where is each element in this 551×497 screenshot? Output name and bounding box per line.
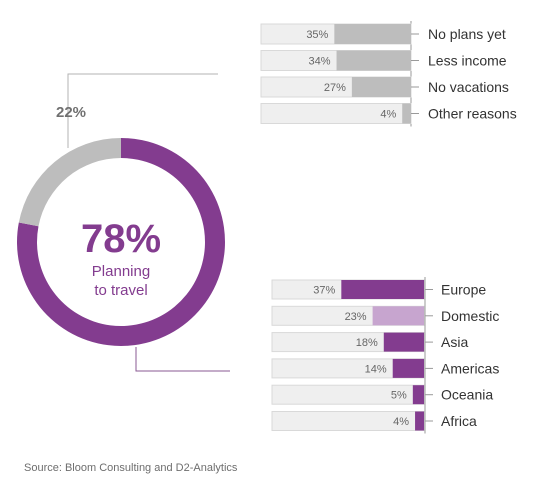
bar <box>412 385 424 405</box>
donut-outside-label: 22% <box>56 104 86 121</box>
bar-value-label: 4% <box>380 109 396 121</box>
bar-category-label: Americas <box>441 360 499 376</box>
destinations-bar-chart: 37% Europe 23% Domestic 18% Asia 14% Americas 5%… <box>271 277 499 434</box>
donut-slice-1 <box>18 138 122 227</box>
bar-category-label: No vacations <box>428 79 509 95</box>
bar-category-label: Africa <box>441 413 477 429</box>
donut-center-value: 78% <box>81 217 161 261</box>
bar-value-label: 35% <box>306 29 328 41</box>
bar <box>341 280 424 299</box>
bar-category-label: No plans yet <box>428 26 506 42</box>
bar-value-label: 23% <box>345 311 367 323</box>
bar-category-label: Asia <box>441 334 468 350</box>
bar-category-label: Other reasons <box>428 106 517 122</box>
donut-center-label-line2: to travel <box>94 282 147 299</box>
bar <box>415 411 424 431</box>
leader-lines <box>67 73 230 372</box>
bar-value-label: 14% <box>365 363 387 375</box>
donut-chart: 78% Planning to travel 22% <box>16 104 225 347</box>
bar <box>336 50 411 71</box>
bar-value-label: 37% <box>313 285 335 297</box>
bar <box>402 103 411 124</box>
bar-category-label: Less income <box>428 53 507 69</box>
reasons-bar-chart: 35% No plans yet 34% Less income 27% No vacat… <box>260 21 517 127</box>
bar <box>334 24 411 44</box>
donut-center-label-line1: Planning <box>92 263 150 280</box>
bar-value-label: 34% <box>309 56 331 68</box>
bar <box>372 306 424 326</box>
bar-value-label: 18% <box>356 337 378 349</box>
bar-value-label: 4% <box>393 416 409 428</box>
bar-category-label: Oceania <box>441 387 493 403</box>
source-note: Source: Bloom Consulting and D2-Analytic… <box>24 462 238 474</box>
bar <box>351 77 411 97</box>
bar <box>392 358 424 378</box>
leader-line-planning <box>135 347 230 372</box>
bar-value-label: 27% <box>324 82 346 94</box>
bar <box>383 332 424 352</box>
bar-value-label: 5% <box>391 390 407 402</box>
bar-category-label: Europe <box>441 282 486 298</box>
bar-category-label: Domestic <box>441 308 499 324</box>
leader-line-not-planning <box>67 73 218 148</box>
